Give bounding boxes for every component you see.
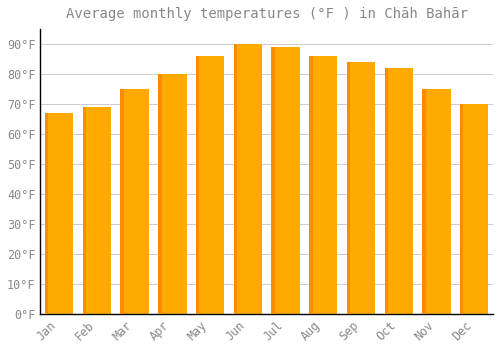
- Title: Average monthly temperatures (°F ) in Chāh Bahār: Average monthly temperatures (°F ) in Ch…: [66, 7, 468, 21]
- Bar: [309, 56, 338, 314]
- Bar: [422, 89, 426, 314]
- Bar: [120, 89, 149, 314]
- Bar: [309, 56, 312, 314]
- Bar: [234, 44, 262, 314]
- Bar: [83, 107, 86, 314]
- Bar: [460, 104, 488, 314]
- Bar: [45, 113, 48, 314]
- Bar: [272, 47, 299, 314]
- Bar: [120, 89, 124, 314]
- Bar: [196, 56, 200, 314]
- Bar: [460, 104, 464, 314]
- Bar: [234, 44, 237, 314]
- Bar: [158, 74, 162, 314]
- Bar: [272, 47, 275, 314]
- Bar: [347, 62, 350, 314]
- Bar: [158, 74, 186, 314]
- Bar: [422, 89, 450, 314]
- Bar: [384, 68, 388, 314]
- Bar: [347, 62, 375, 314]
- Bar: [384, 68, 413, 314]
- Bar: [196, 56, 224, 314]
- Bar: [83, 107, 111, 314]
- Bar: [45, 113, 74, 314]
